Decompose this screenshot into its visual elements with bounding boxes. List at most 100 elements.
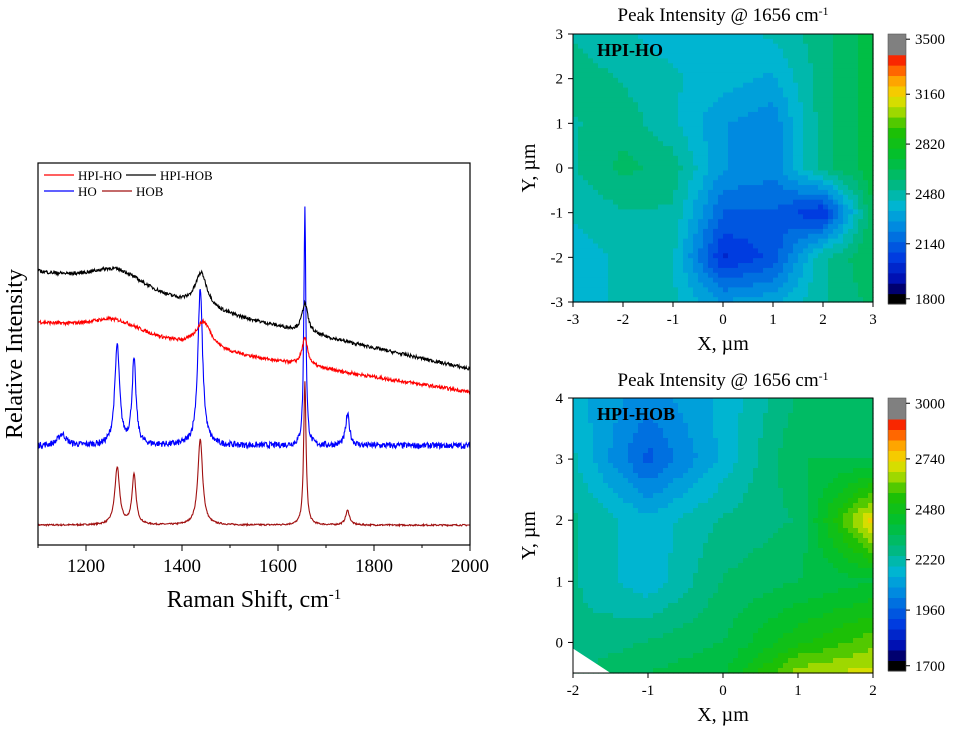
contour-cell bbox=[588, 92, 594, 97]
contour-cell bbox=[658, 239, 664, 244]
contour-cell bbox=[618, 518, 624, 524]
contour-cell bbox=[833, 49, 839, 54]
contour-cell bbox=[668, 283, 674, 288]
contour-cell bbox=[673, 273, 679, 278]
contour-cell bbox=[658, 558, 664, 564]
contour-cell bbox=[858, 136, 864, 141]
contour-cell bbox=[818, 97, 824, 102]
contour-cell bbox=[673, 239, 679, 244]
contour-cell bbox=[838, 122, 844, 127]
contour-cell bbox=[798, 287, 804, 292]
contour-cell bbox=[668, 83, 674, 88]
contour-cell bbox=[728, 268, 734, 273]
contour-cell bbox=[863, 248, 869, 253]
contour-cell bbox=[573, 513, 579, 519]
contour-cell bbox=[648, 127, 654, 132]
contour-cell bbox=[618, 463, 624, 469]
contour-cell bbox=[578, 156, 584, 161]
contour-cell bbox=[613, 107, 619, 112]
contour-cell bbox=[653, 68, 659, 73]
contour-cell bbox=[823, 268, 829, 273]
contour-cell bbox=[648, 458, 654, 464]
contour-cell bbox=[683, 209, 689, 214]
contour-cell bbox=[578, 498, 584, 504]
contour-cell bbox=[668, 136, 674, 141]
contour-cell bbox=[663, 623, 669, 629]
contour-cell bbox=[678, 463, 684, 469]
contour-cell bbox=[858, 63, 864, 68]
colorbar-level bbox=[888, 44, 906, 55]
contour-cell bbox=[638, 200, 644, 205]
contour-cell bbox=[708, 195, 714, 200]
contour-cell bbox=[688, 170, 694, 175]
contour-cell bbox=[678, 438, 684, 444]
contour-cell bbox=[638, 136, 644, 141]
contour-cell bbox=[728, 136, 734, 141]
contour-cell bbox=[698, 258, 704, 263]
contour-cell bbox=[708, 408, 714, 414]
contour-cell bbox=[768, 219, 774, 224]
contour-cell bbox=[763, 127, 769, 132]
contour-cell bbox=[713, 573, 719, 579]
contour-cell bbox=[668, 638, 674, 644]
contour-cell bbox=[708, 463, 714, 469]
contour-cell bbox=[658, 538, 664, 544]
contour-cell bbox=[678, 398, 684, 404]
contour-cell bbox=[758, 287, 764, 292]
contour-cell bbox=[853, 214, 859, 219]
colorbar-level bbox=[888, 76, 906, 87]
contour-cell bbox=[688, 248, 694, 253]
contour-cell bbox=[613, 136, 619, 141]
contour-cell bbox=[628, 258, 634, 263]
contour-cell bbox=[623, 170, 629, 175]
contour-cell bbox=[748, 73, 754, 78]
contour-cell bbox=[773, 253, 779, 258]
contour-cell bbox=[713, 136, 719, 141]
contour-cell bbox=[623, 503, 629, 509]
contour-cell bbox=[663, 653, 669, 659]
contour-cell bbox=[603, 543, 609, 549]
contour-cell bbox=[603, 190, 609, 195]
contour-cell bbox=[743, 195, 749, 200]
contour-cell bbox=[588, 623, 594, 629]
contour-cell bbox=[588, 63, 594, 68]
contour-cell bbox=[723, 92, 729, 97]
contour-cell bbox=[808, 83, 814, 88]
contour-cell bbox=[673, 78, 679, 83]
contour-cell bbox=[733, 78, 739, 83]
contour-cell bbox=[578, 88, 584, 93]
contour-cell bbox=[593, 151, 599, 156]
contour-cell bbox=[598, 498, 604, 504]
contour-cell bbox=[603, 488, 609, 494]
contour-cell bbox=[858, 92, 864, 97]
contour-cell bbox=[688, 423, 694, 429]
contour-cell bbox=[698, 97, 704, 102]
contour-cell bbox=[683, 643, 689, 649]
chart-title: Peak Intensity @ 1656 cm-1 bbox=[618, 5, 829, 27]
contour-cell bbox=[623, 558, 629, 564]
contour-cell bbox=[748, 283, 754, 288]
contour-cell bbox=[648, 553, 654, 559]
contour-cell bbox=[698, 200, 704, 205]
contour-cell bbox=[583, 613, 589, 619]
contour-cell bbox=[608, 214, 614, 219]
contour-cell bbox=[773, 78, 779, 83]
contour-cell bbox=[803, 239, 809, 244]
contour-cell bbox=[728, 273, 734, 278]
contour-cell bbox=[658, 458, 664, 464]
contour-cell bbox=[828, 214, 834, 219]
contour-cell bbox=[828, 278, 834, 283]
contour-cell bbox=[653, 146, 659, 151]
contour-cell bbox=[608, 112, 614, 117]
contour-cell bbox=[618, 488, 624, 494]
contour-cell bbox=[838, 83, 844, 88]
contour-cell bbox=[633, 563, 639, 569]
contour-cell bbox=[743, 229, 749, 234]
contour-cell bbox=[668, 78, 674, 83]
contour-cell bbox=[638, 244, 644, 249]
contour-cell bbox=[698, 292, 704, 297]
contour-cell bbox=[838, 34, 844, 39]
contour-cell bbox=[743, 58, 749, 63]
contour-cell bbox=[828, 234, 834, 239]
contour-cell bbox=[598, 117, 604, 122]
